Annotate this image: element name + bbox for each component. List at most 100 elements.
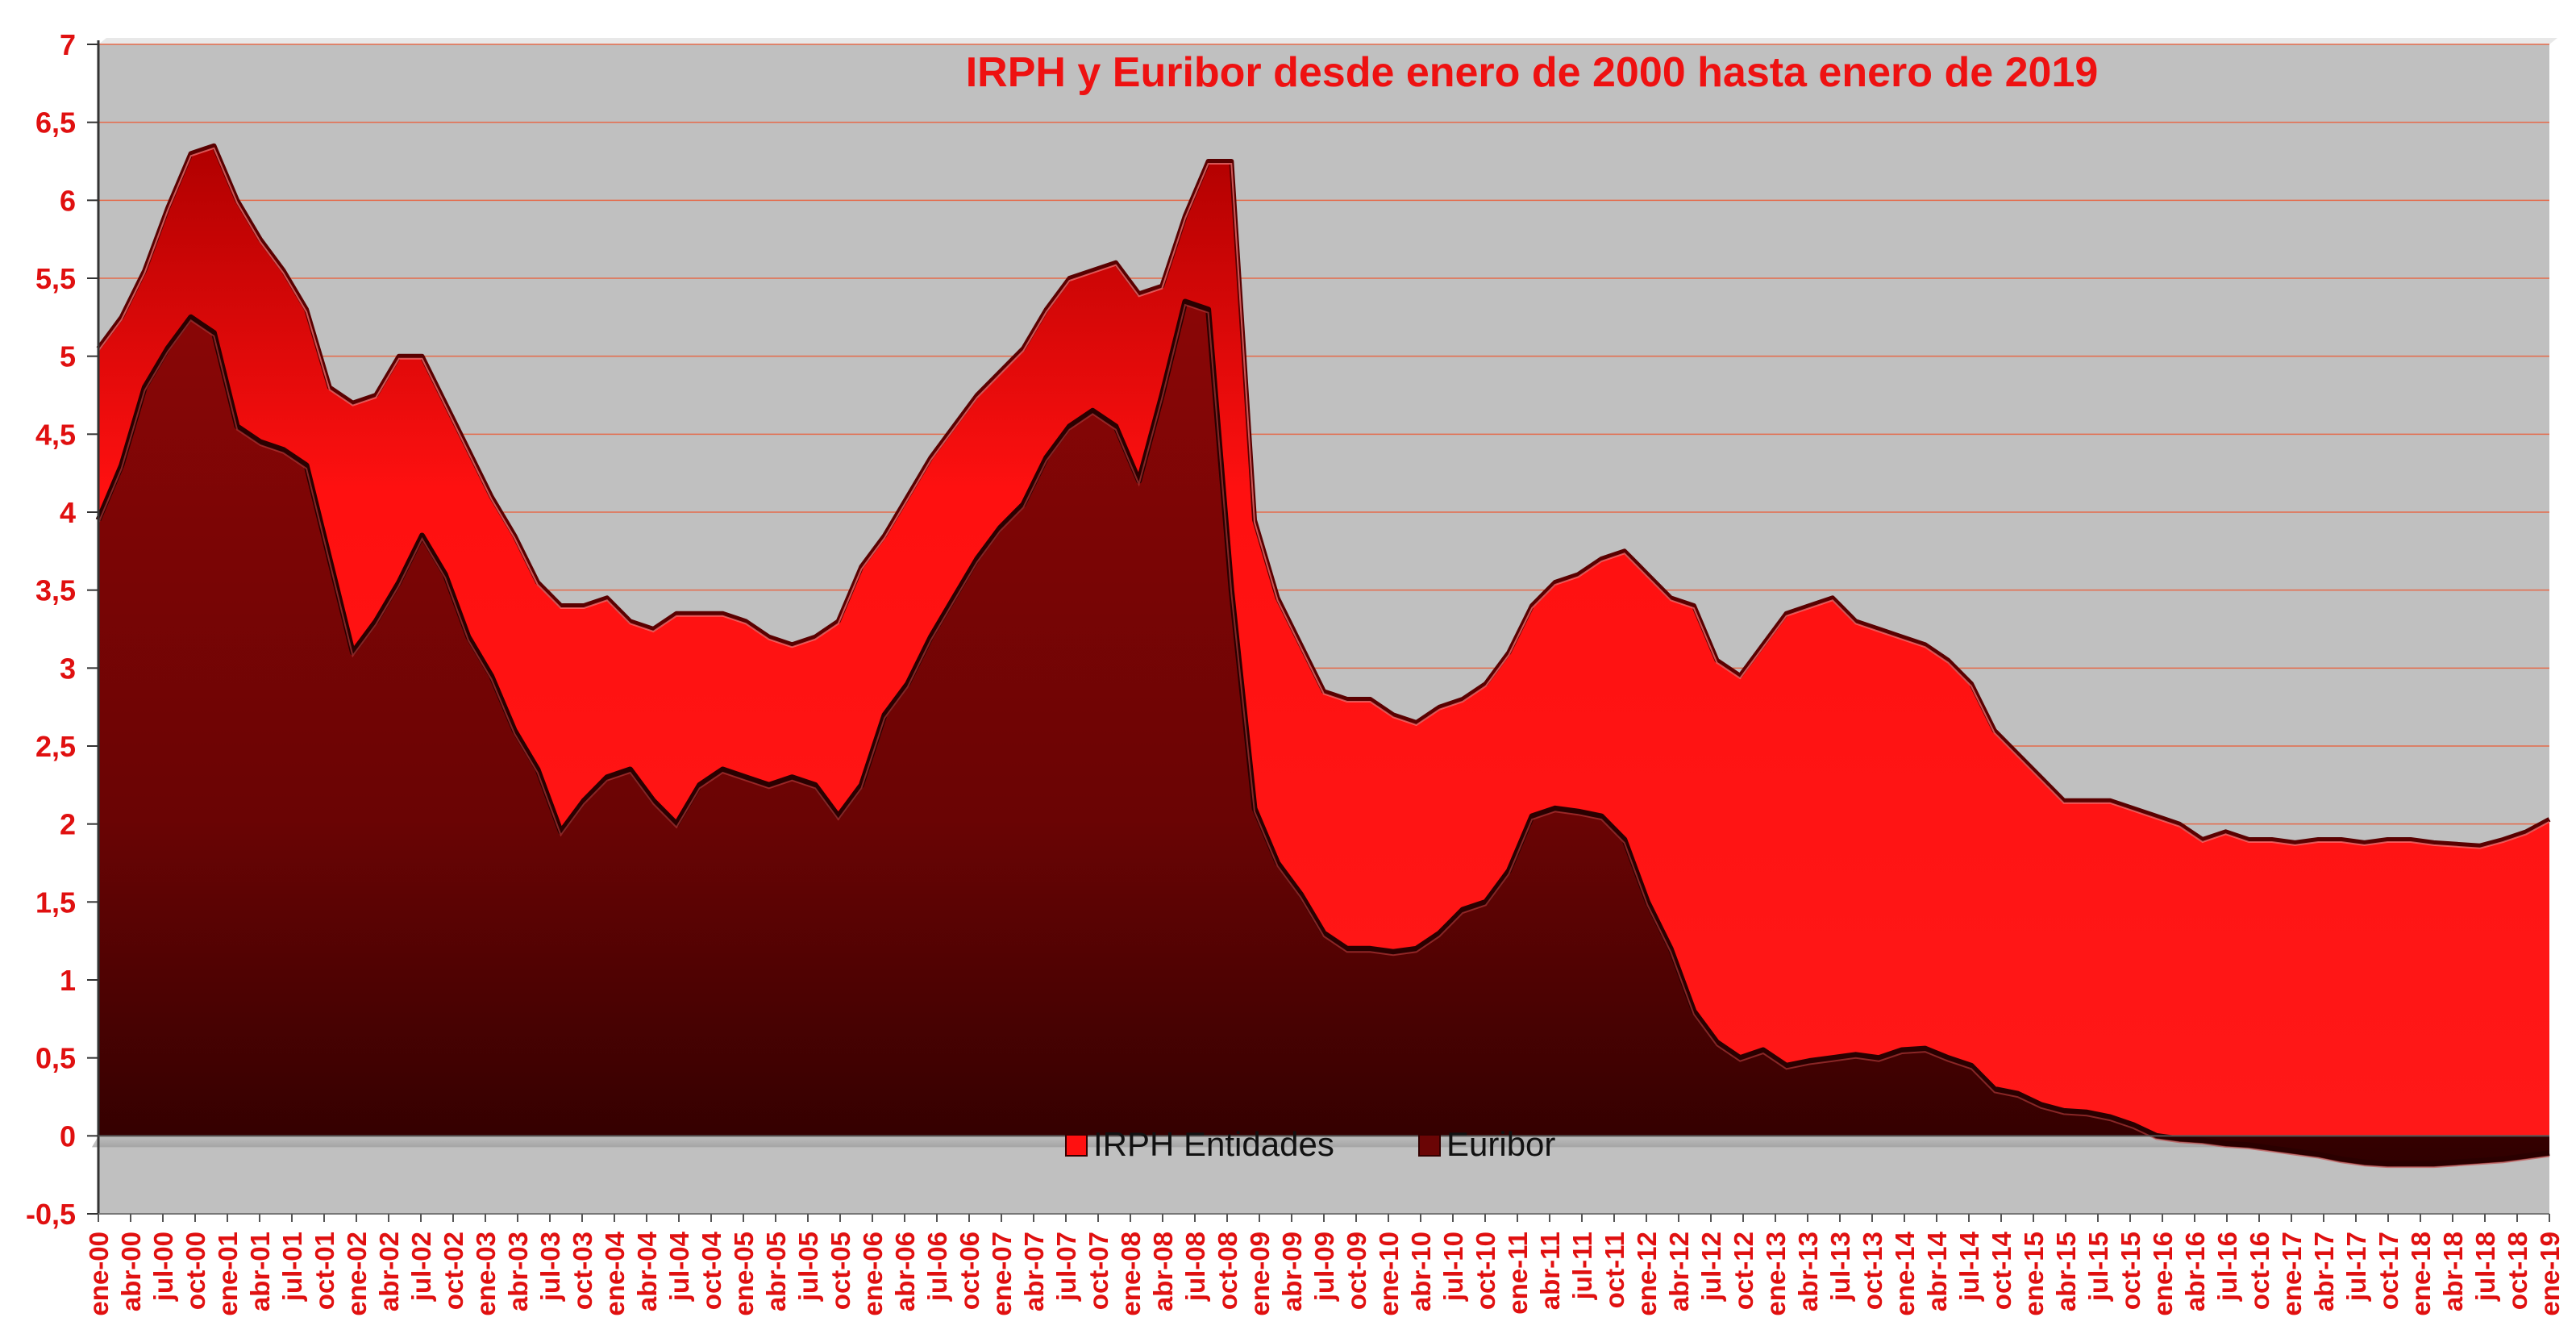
- series-euribor-area: [98, 302, 2549, 1165]
- x-tick-label: jul-02: [406, 1232, 436, 1302]
- x-tick-label: oct-18: [2503, 1232, 2532, 1310]
- x-tick-label: oct-17: [2374, 1232, 2403, 1310]
- x-tick-label: oct-10: [1471, 1232, 1500, 1310]
- series-irph-highlight: [98, 147, 2550, 849]
- y-tick-label: 5: [60, 340, 76, 373]
- x-tick-label: abr-10: [1406, 1232, 1436, 1311]
- x-tick-label: ene-14: [1890, 1231, 1920, 1315]
- x-tick-label: jul-05: [793, 1232, 823, 1302]
- legend-label: Euribor: [1446, 1125, 1555, 1163]
- chart-title: IRPH y Euribor desde enero de 2000 hasta…: [966, 49, 2099, 96]
- y-tick-label: 2: [60, 808, 76, 841]
- series-irph-edge: [96, 143, 2551, 848]
- legend-swatch: [1418, 1134, 1441, 1157]
- x-tick-label: jul-18: [2470, 1232, 2500, 1302]
- axes: [87, 40, 2550, 1222]
- x-tick-label: abr-02: [374, 1232, 404, 1311]
- x-tick-label: oct-03: [568, 1232, 597, 1310]
- x-tick-label: jul-12: [1696, 1232, 1726, 1302]
- x-tick-label: oct-04: [697, 1231, 726, 1310]
- x-tick-label: abr-07: [1019, 1232, 1049, 1311]
- x-tick-label: abr-15: [2051, 1232, 2081, 1311]
- x-tick-label: oct-00: [181, 1232, 210, 1310]
- x-tick-label: ene-15: [2019, 1232, 2049, 1316]
- x-tick-label: oct-09: [1342, 1232, 1371, 1310]
- x-tick-label: ene-10: [1374, 1232, 1404, 1316]
- x-tick-label: oct-06: [955, 1232, 984, 1310]
- x-tick-label: abr-05: [761, 1232, 791, 1311]
- x-tick-label: oct-08: [1213, 1232, 1242, 1310]
- x-tick-label: jul-03: [535, 1232, 565, 1302]
- x-tick-label: jul-17: [2341, 1232, 2371, 1302]
- x-tick-label: abr-03: [503, 1232, 533, 1311]
- x-tick-label: abr-17: [2309, 1232, 2339, 1311]
- y-tick-label: 2,5: [35, 730, 76, 763]
- x-tick-label: abr-12: [1664, 1232, 1694, 1311]
- y-tick-label: 0,5: [35, 1042, 76, 1075]
- x-tick-label: ene-07: [987, 1232, 1017, 1316]
- x-tick-label: abr-01: [245, 1232, 275, 1311]
- x-tick-label: ene-11: [1503, 1232, 1533, 1315]
- x-tick-label: ene-12: [1632, 1232, 1662, 1316]
- y-tick-label: 1: [60, 964, 76, 997]
- x-tick-label: ene-17: [2277, 1232, 2307, 1316]
- y-tick-label: 4,5: [35, 418, 76, 451]
- x-tick-label: ene-02: [342, 1232, 372, 1316]
- x-tick-label: ene-06: [858, 1232, 888, 1316]
- x-tick-label: oct-13: [1858, 1232, 1887, 1310]
- x-tick-label: abr-18: [2438, 1232, 2468, 1311]
- x-tick-label: abr-06: [890, 1232, 920, 1311]
- x-tick-label: abr-08: [1148, 1232, 1178, 1311]
- y-tick-label: 0: [60, 1119, 76, 1153]
- x-tick-label: abr-14: [1922, 1231, 1952, 1311]
- plot-top-edge: [98, 38, 2557, 44]
- x-tick-label: ene-00: [84, 1232, 114, 1316]
- x-tick-label: abr-11: [1535, 1232, 1565, 1310]
- x-tick-label: jul-07: [1051, 1232, 1081, 1302]
- y-tick-label: 3,5: [35, 574, 76, 607]
- x-tick-label: abr-00: [116, 1232, 146, 1311]
- x-tick-label: ene-01: [213, 1232, 243, 1316]
- legend-item-irph: IRPH Entidades: [1065, 1125, 1334, 1163]
- x-tick-label: jul-04: [664, 1231, 694, 1302]
- y-tick-label: -0,5: [26, 1198, 76, 1231]
- x-tick-label: jul-11: [1567, 1232, 1597, 1300]
- x-tick-label: jul-14: [1954, 1231, 1984, 1302]
- x-tick-label: ene-16: [2148, 1232, 2178, 1316]
- x-tick-label: ene-05: [729, 1232, 759, 1316]
- x-tick-label: abr-16: [2180, 1232, 2210, 1311]
- x-tick-label: ene-08: [1116, 1232, 1146, 1316]
- x-tick-label: ene-13: [1761, 1232, 1791, 1316]
- x-tick-label: oct-01: [310, 1232, 339, 1310]
- x-tick-label: jul-00: [148, 1232, 178, 1302]
- chart-labels: IRPH y Euribor desde enero de 2000 hasta…: [26, 28, 2565, 1316]
- y-tick-label: 6,5: [35, 106, 76, 140]
- series-euribor-highlight: [98, 303, 2550, 1169]
- x-tick-label: oct-12: [1729, 1232, 1758, 1310]
- legend: IRPH Entidades Euribor: [1065, 1125, 1555, 1163]
- x-tick-label: jul-01: [277, 1232, 307, 1302]
- y-tick-label: 7: [60, 28, 76, 61]
- series-layer: [95, 143, 2551, 1169]
- x-tick-label: ene-19: [2535, 1232, 2565, 1316]
- x-tick-label: oct-15: [2116, 1232, 2145, 1310]
- x-tick-label: ene-04: [600, 1231, 630, 1315]
- y-tick-label: 5,5: [35, 262, 76, 295]
- x-tick-label: oct-14: [1987, 1231, 2016, 1310]
- y-tick-label: 1,5: [35, 886, 76, 919]
- x-tick-label: abr-09: [1277, 1232, 1307, 1311]
- x-tick-label: oct-11: [1600, 1232, 1629, 1308]
- x-tick-label: ene-03: [471, 1232, 501, 1316]
- x-tick-label: jul-06: [922, 1232, 952, 1302]
- legend-label: IRPH Entidades: [1093, 1125, 1334, 1163]
- series-euribor-edge: [95, 298, 2550, 1167]
- x-tick-label: jul-16: [2212, 1232, 2242, 1302]
- x-tick-label: jul-08: [1180, 1232, 1210, 1302]
- x-tick-label: jul-09: [1309, 1232, 1339, 1302]
- x-tick-label: oct-07: [1084, 1232, 1113, 1310]
- x-tick-label: ene-09: [1245, 1232, 1275, 1316]
- x-tick-label: abr-04: [632, 1231, 662, 1311]
- y-tick-label: 3: [60, 652, 76, 685]
